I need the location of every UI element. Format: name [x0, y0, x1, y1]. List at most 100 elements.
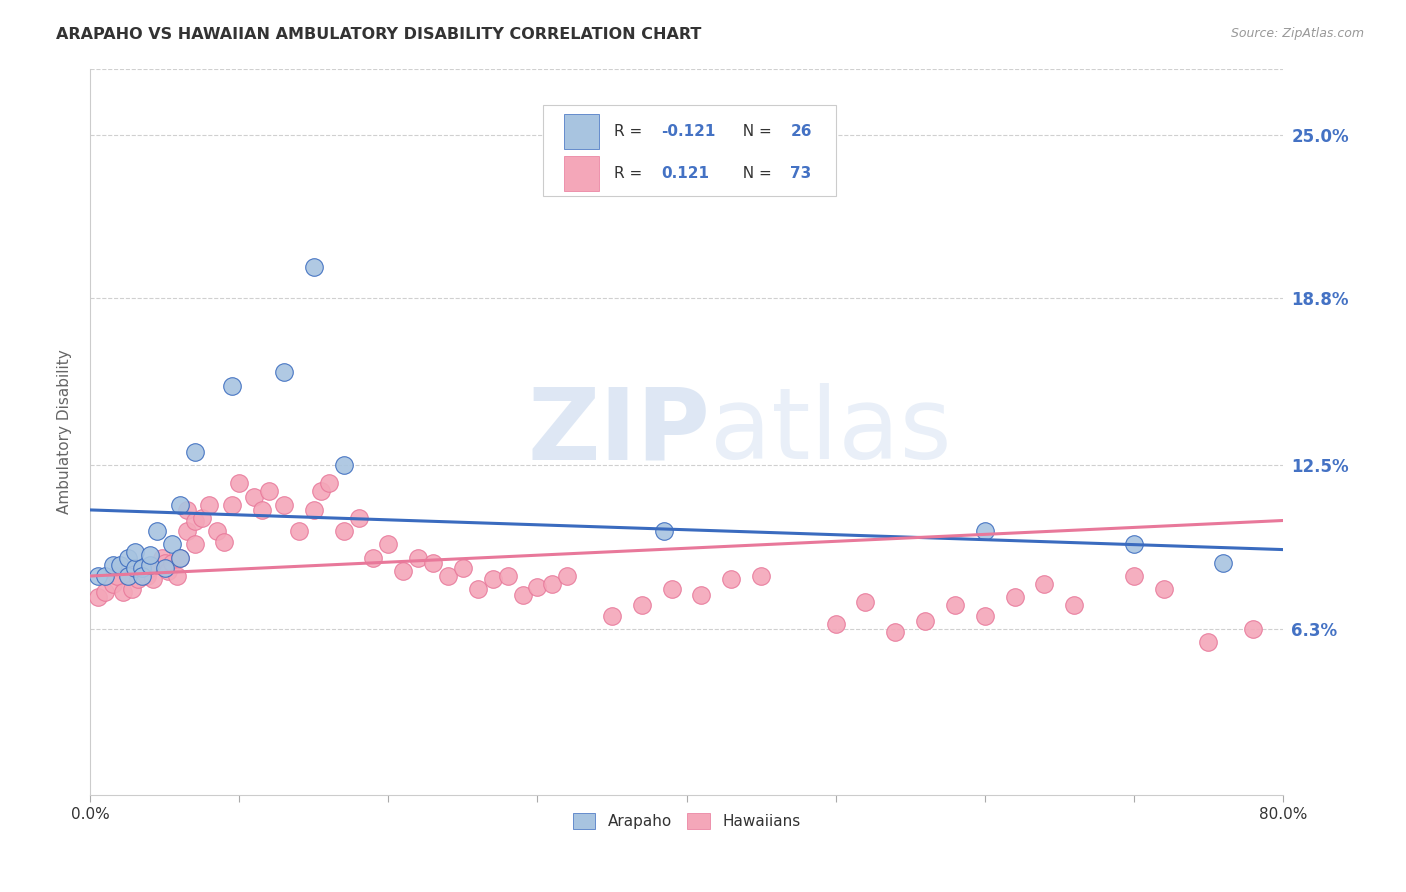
Point: [183, 444, 205, 458]
Point: [183, 537, 205, 551]
Point: [943, 598, 966, 612]
Legend: Arapaho, Hawaiians: Arapaho, Hawaiians: [567, 806, 807, 835]
Point: [205, 524, 228, 538]
Point: [273, 366, 295, 380]
Point: [86, 590, 108, 604]
Point: [392, 564, 415, 578]
Text: 26: 26: [790, 124, 811, 139]
Point: [973, 524, 995, 538]
Point: [117, 569, 139, 583]
Point: [512, 587, 534, 601]
Point: [496, 569, 519, 583]
Point: [1241, 622, 1264, 636]
Point: [160, 537, 183, 551]
Point: [406, 550, 429, 565]
Point: [661, 582, 683, 597]
Point: [131, 564, 153, 578]
Point: [720, 572, 742, 586]
Point: [541, 577, 564, 591]
Point: [481, 572, 503, 586]
Point: [139, 558, 162, 573]
Point: [318, 476, 340, 491]
Point: [94, 569, 117, 583]
Point: [1122, 537, 1144, 551]
Point: [311, 484, 333, 499]
Point: [108, 558, 131, 573]
Text: atlas: atlas: [710, 384, 952, 481]
Point: [139, 548, 162, 562]
Text: 0.121: 0.121: [661, 166, 710, 181]
Point: [124, 561, 146, 575]
Text: N =: N =: [733, 124, 776, 139]
Point: [555, 569, 578, 583]
Point: [1153, 582, 1175, 597]
Point: [101, 558, 124, 573]
Point: [437, 569, 460, 583]
Bar: [564, 156, 599, 191]
Point: [183, 514, 205, 528]
Point: [124, 561, 146, 575]
Point: [198, 498, 221, 512]
Point: [169, 498, 191, 512]
Point: [191, 511, 214, 525]
Point: [257, 484, 280, 499]
Point: [121, 582, 143, 597]
Point: [153, 561, 176, 575]
Point: [914, 614, 936, 628]
Point: [1004, 590, 1026, 604]
Text: -0.121: -0.121: [661, 124, 716, 139]
Point: [101, 577, 124, 591]
Point: [302, 260, 325, 274]
Point: [451, 561, 474, 575]
Point: [884, 624, 907, 639]
Point: [652, 524, 675, 538]
Point: [973, 608, 995, 623]
Point: [630, 598, 652, 612]
Point: [363, 550, 385, 565]
Y-axis label: Ambulatory Disability: Ambulatory Disability: [58, 350, 72, 515]
Point: [749, 569, 772, 583]
Point: [94, 585, 117, 599]
Point: [105, 569, 128, 583]
Point: [347, 511, 370, 525]
Point: [600, 608, 623, 623]
Point: [332, 458, 354, 472]
FancyBboxPatch shape: [544, 105, 835, 195]
Point: [169, 550, 191, 565]
Point: [153, 556, 176, 570]
Point: [150, 550, 173, 565]
Point: [1122, 569, 1144, 583]
Text: R =: R =: [614, 166, 652, 181]
Point: [176, 503, 198, 517]
Point: [273, 498, 295, 512]
Point: [176, 524, 198, 538]
Point: [117, 569, 139, 583]
Point: [131, 569, 153, 583]
Text: Source: ZipAtlas.com: Source: ZipAtlas.com: [1230, 27, 1364, 40]
Point: [160, 556, 183, 570]
Point: [139, 561, 162, 575]
Point: [142, 572, 165, 586]
Point: [467, 582, 489, 597]
Point: [228, 476, 250, 491]
Text: ZIP: ZIP: [527, 384, 710, 481]
Point: [288, 524, 311, 538]
Point: [166, 569, 188, 583]
Point: [221, 378, 243, 392]
Point: [156, 564, 179, 578]
Text: ARAPAHO VS HAWAIIAN AMBULATORY DISABILITY CORRELATION CHART: ARAPAHO VS HAWAIIAN AMBULATORY DISABILIT…: [56, 27, 702, 42]
Point: [112, 585, 135, 599]
Point: [127, 572, 149, 586]
Point: [250, 503, 273, 517]
Point: [86, 569, 108, 583]
Point: [526, 580, 548, 594]
Point: [214, 534, 236, 549]
Point: [824, 616, 846, 631]
Text: R =: R =: [614, 124, 647, 139]
Text: 73: 73: [790, 166, 811, 181]
Point: [1197, 635, 1219, 649]
Point: [131, 561, 153, 575]
Point: [146, 524, 169, 538]
Point: [135, 569, 157, 583]
Point: [690, 587, 713, 601]
